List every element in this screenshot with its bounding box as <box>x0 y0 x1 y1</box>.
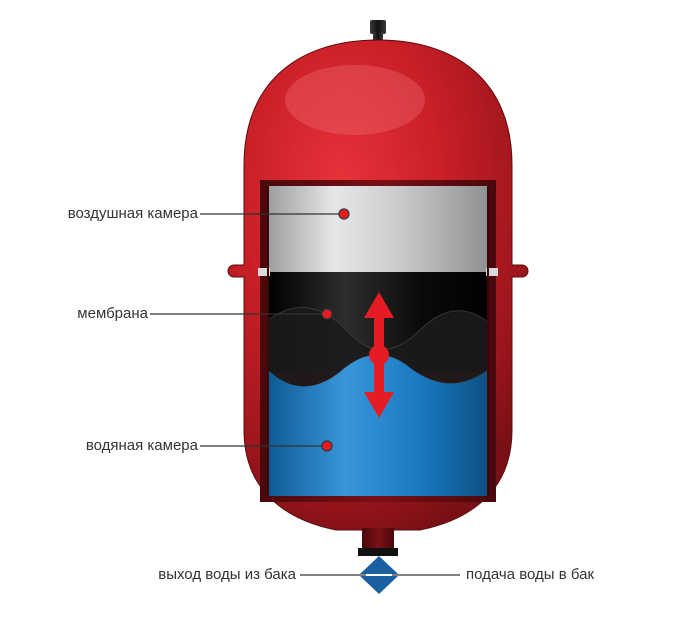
expansion-tank-diagram: воздушная камера мембрана водяная камера… <box>0 0 700 631</box>
label-water-chamber: водяная камера <box>48 437 198 454</box>
label-air-chamber: воздушная камера <box>28 205 198 222</box>
bottom-neck <box>358 528 398 556</box>
top-cap <box>370 20 386 42</box>
label-membrane: мембрана <box>58 305 148 322</box>
air-chamber <box>268 186 488 272</box>
label-inlet: подача воды в бак <box>466 566 666 583</box>
label-outlet: выход воды из бака <box>116 566 296 583</box>
